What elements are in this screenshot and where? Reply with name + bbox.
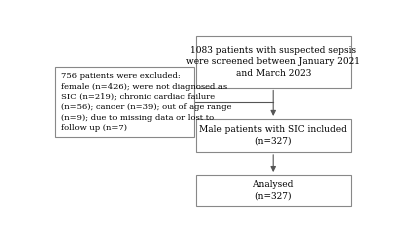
FancyBboxPatch shape [196,36,351,87]
Text: Analysed
(n=327): Analysed (n=327) [252,180,294,201]
FancyBboxPatch shape [55,67,194,137]
FancyBboxPatch shape [196,119,351,152]
FancyBboxPatch shape [196,175,351,206]
Text: Male patients with SIC included
(n=327): Male patients with SIC included (n=327) [199,125,347,146]
Text: 1083 patients with suspected sepsis
were screened between January 2021
and March: 1083 patients with suspected sepsis were… [186,45,360,78]
Text: 756 patients were excluded:
female (n=426); were not diagnosed as
SIC (n=219); c: 756 patients were excluded: female (n=42… [61,72,231,132]
